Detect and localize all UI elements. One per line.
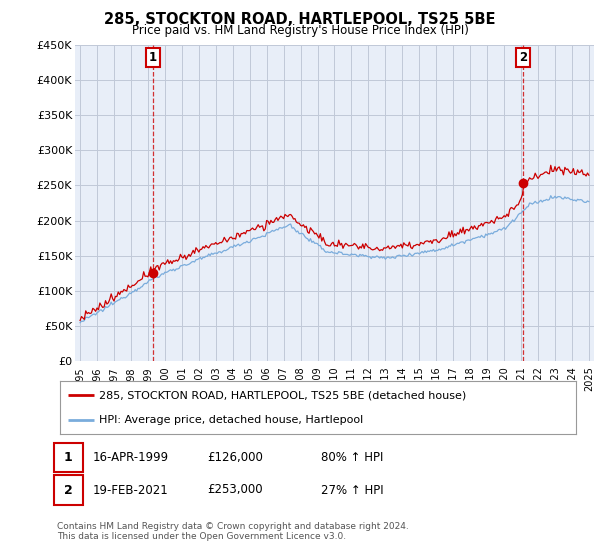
Text: 27% ↑ HPI: 27% ↑ HPI <box>321 483 383 497</box>
Text: 1: 1 <box>64 451 73 464</box>
Text: £253,000: £253,000 <box>207 483 263 497</box>
Text: 2: 2 <box>64 483 73 497</box>
Text: 80% ↑ HPI: 80% ↑ HPI <box>321 451 383 464</box>
Text: £126,000: £126,000 <box>207 451 263 464</box>
Text: 19-FEB-2021: 19-FEB-2021 <box>93 483 169 497</box>
Text: 1: 1 <box>149 51 157 64</box>
Text: 2: 2 <box>519 51 527 64</box>
Text: Contains HM Land Registry data © Crown copyright and database right 2024.
This d: Contains HM Land Registry data © Crown c… <box>57 522 409 542</box>
Text: HPI: Average price, detached house, Hartlepool: HPI: Average price, detached house, Hart… <box>98 414 363 424</box>
Text: 285, STOCKTON ROAD, HARTLEPOOL, TS25 5BE (detached house): 285, STOCKTON ROAD, HARTLEPOOL, TS25 5BE… <box>98 390 466 400</box>
Text: 16-APR-1999: 16-APR-1999 <box>93 451 169 464</box>
Text: 285, STOCKTON ROAD, HARTLEPOOL, TS25 5BE: 285, STOCKTON ROAD, HARTLEPOOL, TS25 5BE <box>104 12 496 27</box>
Text: Price paid vs. HM Land Registry's House Price Index (HPI): Price paid vs. HM Land Registry's House … <box>131 24 469 36</box>
